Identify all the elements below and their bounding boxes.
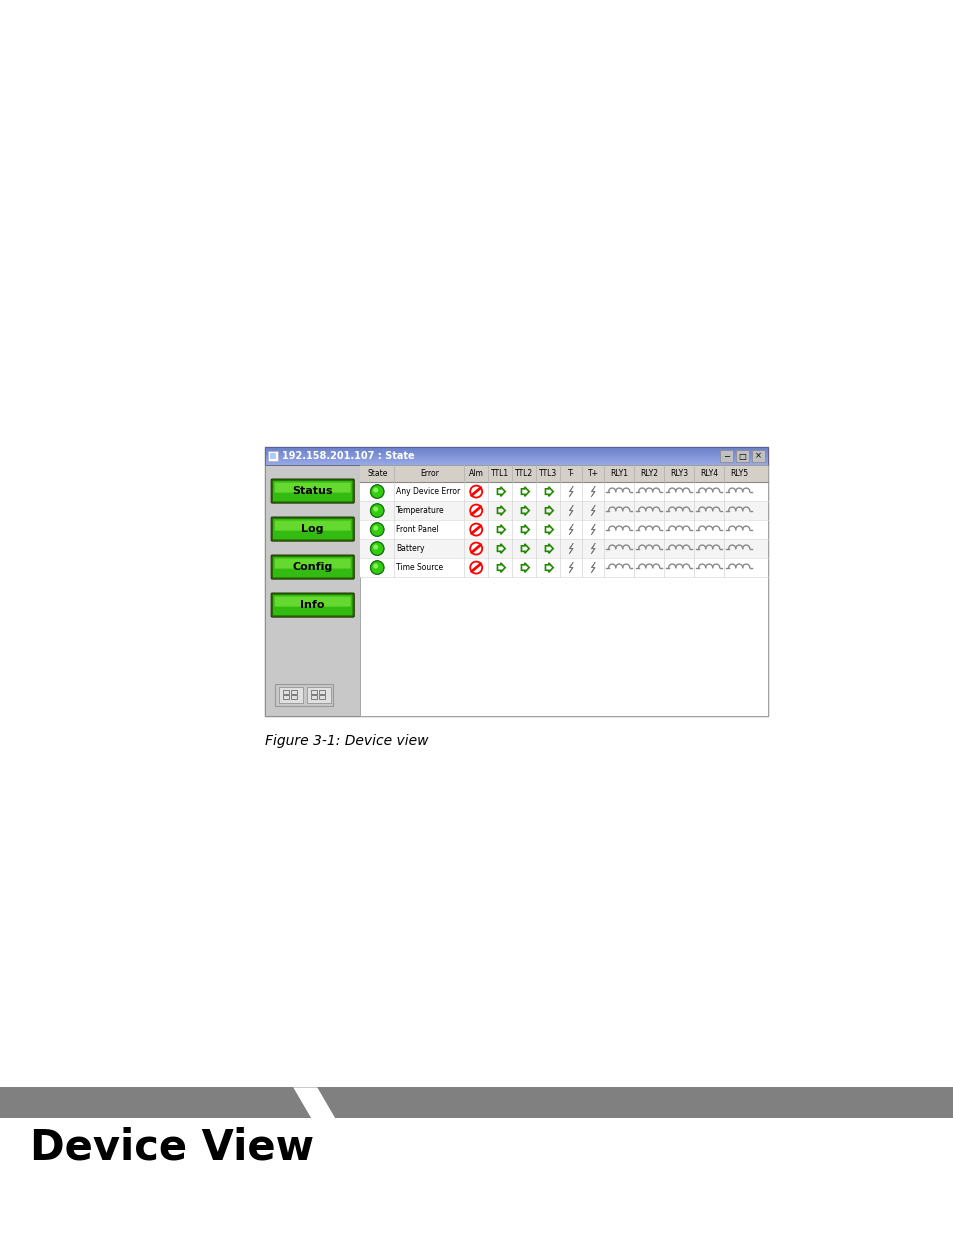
Bar xyxy=(311,695,317,699)
Bar xyxy=(751,450,764,462)
Text: Error: Error xyxy=(419,469,438,478)
Text: □: □ xyxy=(738,452,745,461)
Polygon shape xyxy=(569,505,573,516)
Text: T+: T+ xyxy=(587,469,598,478)
Circle shape xyxy=(470,505,481,516)
Bar xyxy=(291,690,297,694)
Bar xyxy=(268,451,278,461)
Circle shape xyxy=(370,504,384,517)
Text: RLY1: RLY1 xyxy=(610,469,628,478)
Bar xyxy=(360,538,767,558)
Circle shape xyxy=(371,505,383,516)
Text: Temperature: Temperature xyxy=(395,506,444,515)
Text: TTL1: TTL1 xyxy=(491,469,509,478)
Bar xyxy=(360,482,767,501)
FancyBboxPatch shape xyxy=(272,480,353,503)
FancyBboxPatch shape xyxy=(274,521,351,531)
Bar xyxy=(319,695,325,699)
Text: Alm: Alm xyxy=(468,469,483,478)
FancyBboxPatch shape xyxy=(274,597,351,606)
Polygon shape xyxy=(591,505,595,516)
Polygon shape xyxy=(591,562,595,573)
Circle shape xyxy=(470,562,481,573)
Circle shape xyxy=(470,524,481,536)
Text: TTL3: TTL3 xyxy=(538,469,557,478)
Text: RLY5: RLY5 xyxy=(729,469,747,478)
Text: TTL2: TTL2 xyxy=(515,469,533,478)
Circle shape xyxy=(370,484,384,499)
FancyBboxPatch shape xyxy=(271,517,354,541)
Bar xyxy=(307,688,331,703)
Bar xyxy=(265,466,360,716)
Circle shape xyxy=(373,545,377,550)
Circle shape xyxy=(371,562,383,573)
Text: RLY3: RLY3 xyxy=(669,469,687,478)
Text: Any Device Error: Any Device Error xyxy=(395,487,460,496)
Text: 192.158.201.107 : State: 192.158.201.107 : State xyxy=(282,451,415,461)
FancyBboxPatch shape xyxy=(272,517,353,540)
FancyBboxPatch shape xyxy=(274,558,351,568)
Bar xyxy=(270,453,276,459)
Bar xyxy=(360,466,767,716)
Circle shape xyxy=(373,488,377,493)
FancyBboxPatch shape xyxy=(272,594,353,616)
Text: Front Panel: Front Panel xyxy=(395,525,438,534)
Text: Time Source: Time Source xyxy=(395,563,443,572)
FancyBboxPatch shape xyxy=(272,556,353,578)
Text: T-: T- xyxy=(567,469,574,478)
Polygon shape xyxy=(591,487,595,496)
Circle shape xyxy=(470,542,481,555)
Bar xyxy=(279,688,303,703)
Bar xyxy=(360,558,767,577)
Bar xyxy=(291,695,297,699)
Bar xyxy=(360,501,767,520)
Text: Info: Info xyxy=(300,600,325,610)
Circle shape xyxy=(373,506,377,511)
Text: Config: Config xyxy=(293,562,333,572)
FancyBboxPatch shape xyxy=(274,483,351,493)
Polygon shape xyxy=(591,524,595,535)
Bar xyxy=(720,450,732,462)
Text: RLY2: RLY2 xyxy=(639,469,658,478)
Circle shape xyxy=(470,485,481,498)
Circle shape xyxy=(371,485,383,498)
Text: State: State xyxy=(367,469,387,478)
Text: Battery: Battery xyxy=(395,545,424,553)
Circle shape xyxy=(370,561,384,574)
Bar xyxy=(311,690,317,694)
Bar xyxy=(319,690,325,694)
Circle shape xyxy=(370,542,384,556)
Polygon shape xyxy=(569,524,573,535)
Circle shape xyxy=(370,522,384,536)
Polygon shape xyxy=(569,562,573,573)
Bar xyxy=(360,466,767,482)
Bar xyxy=(265,447,767,716)
Bar xyxy=(735,450,748,462)
Text: RLY4: RLY4 xyxy=(700,469,718,478)
FancyBboxPatch shape xyxy=(271,593,354,618)
FancyBboxPatch shape xyxy=(271,555,354,579)
Text: Status: Status xyxy=(293,487,333,496)
Text: ×: × xyxy=(754,452,761,461)
Bar xyxy=(360,520,767,538)
Polygon shape xyxy=(293,1088,335,1119)
Bar xyxy=(283,695,289,699)
Bar xyxy=(283,690,289,694)
Text: ─: ─ xyxy=(723,452,728,461)
Text: Figure 3-1: Device view: Figure 3-1: Device view xyxy=(265,735,428,748)
Circle shape xyxy=(373,563,377,568)
Bar xyxy=(265,447,767,466)
Circle shape xyxy=(373,526,377,531)
Circle shape xyxy=(371,524,383,536)
FancyBboxPatch shape xyxy=(271,479,354,503)
Polygon shape xyxy=(591,543,595,555)
Polygon shape xyxy=(569,487,573,496)
Polygon shape xyxy=(569,543,573,555)
Bar xyxy=(274,684,333,706)
Text: Log: Log xyxy=(301,524,324,534)
Bar xyxy=(0,1088,953,1119)
Text: Device View: Device View xyxy=(30,1126,314,1168)
Circle shape xyxy=(371,542,383,555)
